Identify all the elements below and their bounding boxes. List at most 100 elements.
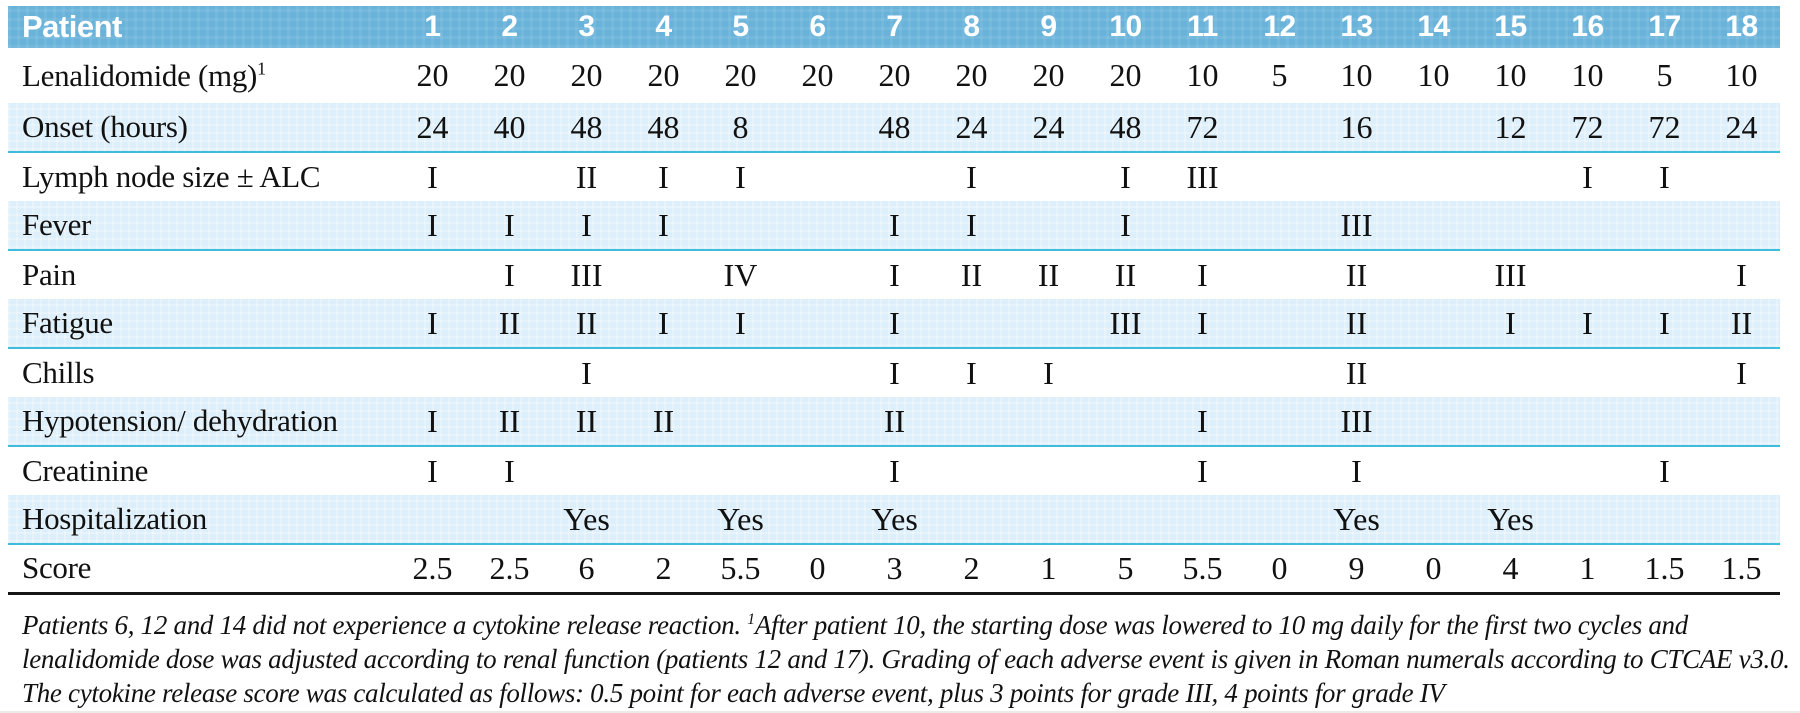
cell	[1703, 495, 1780, 544]
cell: II	[498, 402, 521, 439]
cell	[1241, 103, 1318, 152]
cell	[1626, 250, 1703, 299]
cell: II	[652, 402, 675, 439]
cell: II	[1345, 256, 1368, 293]
cell: I	[1120, 206, 1131, 243]
cell	[1549, 348, 1626, 397]
cell: I	[504, 256, 515, 293]
cell: II	[883, 402, 906, 439]
table-row: Onset (hours) 24 40 48 48 8 48 24 24 48 72 16 12 72 72…	[8, 103, 1780, 152]
cell: I	[427, 206, 438, 243]
cell: 20	[724, 57, 757, 93]
cell: 20	[570, 57, 603, 93]
cell: I	[889, 256, 900, 293]
cell	[1164, 495, 1241, 544]
cell: 24	[416, 108, 449, 145]
cell	[1472, 152, 1549, 201]
cell	[1241, 299, 1318, 348]
cell: I	[504, 206, 515, 243]
cell: I	[427, 402, 438, 439]
cell	[1703, 152, 1780, 201]
cell: Yes	[1487, 500, 1534, 537]
cell: I	[889, 354, 900, 391]
cell: II	[1114, 256, 1137, 293]
cell	[1241, 446, 1318, 495]
cell: I	[658, 158, 669, 195]
cell	[1010, 446, 1087, 495]
cell: 0	[1425, 549, 1442, 586]
cell: 5	[1117, 549, 1134, 586]
cell: 24	[1725, 108, 1758, 145]
cell: Yes	[717, 500, 764, 537]
cell: 5	[1271, 57, 1288, 93]
cell: 48	[1109, 108, 1142, 145]
footnote-superscript-marker: 1	[747, 610, 755, 628]
cell	[1549, 446, 1626, 495]
header-patient-12: 12	[1263, 10, 1296, 43]
cell: II	[575, 158, 598, 195]
cell: II	[960, 256, 983, 293]
row-label: Fatigue	[22, 305, 113, 340]
cell: I	[1351, 452, 1362, 489]
table-row: Hospitalization Yes Yes Yes Yes Yes	[8, 495, 1780, 544]
cell: 4	[1502, 549, 1519, 586]
cell	[1549, 250, 1626, 299]
cell	[1164, 348, 1241, 397]
table-row: Creatinine I I I I I I	[8, 446, 1780, 495]
cell: II	[1037, 256, 1060, 293]
footnote-text-part2: After patient 10, the starting dose was …	[22, 609, 1790, 708]
row-label: Onset (hours)	[22, 109, 188, 144]
cell: I	[581, 354, 592, 391]
cell	[1472, 397, 1549, 446]
cell: 48	[647, 108, 680, 145]
cell	[779, 397, 856, 446]
header-patient-10: 10	[1109, 10, 1142, 43]
header-patient-11: 11	[1187, 10, 1218, 43]
cell	[1010, 201, 1087, 250]
row-label: Pain	[22, 257, 76, 292]
cell	[702, 397, 779, 446]
header-patient-2: 2	[501, 10, 518, 43]
row-label: Hospitalization	[22, 501, 207, 536]
row-label-superscript: 1	[257, 58, 266, 79]
cell: 1	[1579, 549, 1596, 586]
cell	[933, 495, 1010, 544]
cell: 5.5	[1182, 549, 1223, 586]
patient-adverse-events-table: Patient 1 2 3 4 5 6 7 8 9 10 11 12 13 14 15 16 17 18 Lena…	[8, 6, 1780, 595]
cell: 48	[570, 108, 603, 145]
cell: 1.5	[1644, 549, 1685, 586]
cell	[702, 446, 779, 495]
cell: 2.5	[489, 549, 530, 586]
cell	[1395, 446, 1472, 495]
cell: 10	[1571, 57, 1604, 93]
cell: 20	[801, 57, 834, 93]
cell: 72	[1186, 108, 1219, 145]
cell: 1.5	[1721, 549, 1762, 586]
cell	[1241, 250, 1318, 299]
cell: 1	[1040, 549, 1057, 586]
cell	[933, 299, 1010, 348]
cell: 40	[493, 108, 526, 145]
cell	[1472, 201, 1549, 250]
cell	[1472, 348, 1549, 397]
cell: I	[735, 158, 746, 195]
cell	[1395, 397, 1472, 446]
cell: 0	[809, 549, 826, 586]
table-header: Patient 1 2 3 4 5 6 7 8 9 10 11 12 13 14 15 16 17 18	[8, 6, 1780, 48]
cell	[1318, 152, 1395, 201]
cell	[1164, 201, 1241, 250]
cell: 10	[1725, 57, 1758, 93]
cell: III	[1340, 206, 1373, 243]
cell	[1087, 397, 1164, 446]
cell: I	[966, 158, 977, 195]
cell: I	[1582, 158, 1593, 195]
row-label: Fever	[22, 207, 92, 242]
row-label: Lymph node size ± ALC	[22, 159, 321, 194]
table-body: Lenalidomide (mg)1 20 20 20 20 20 20 20 20 20 20 10…	[8, 48, 1780, 593]
row-label: Score	[22, 550, 92, 586]
cell	[1549, 495, 1626, 544]
cell: I	[1197, 402, 1208, 439]
cell	[779, 103, 856, 152]
cell: 72	[1648, 108, 1681, 145]
cell: Yes	[1333, 500, 1380, 537]
